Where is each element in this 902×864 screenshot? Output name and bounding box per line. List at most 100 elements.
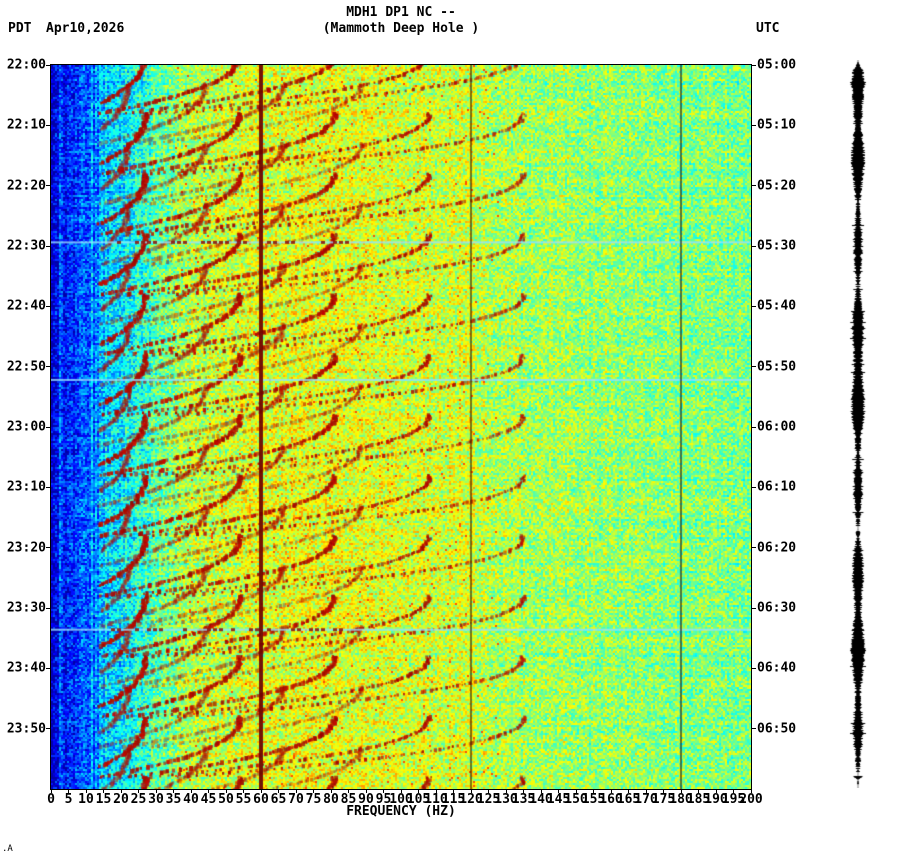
x-tick-label: 140: [529, 792, 553, 807]
x-tick-label: 35: [165, 792, 182, 807]
y-tick-label-pdt: 22:20: [6, 178, 46, 194]
y-tick-label-utc: 05:00: [757, 57, 797, 73]
y-tick-label-utc: 05:40: [757, 298, 797, 314]
x-tick-mark: [173, 789, 174, 793]
y-tick-mark-left: [46, 667, 51, 669]
x-tick-mark: [365, 789, 367, 793]
x-tick-label: 115: [441, 792, 466, 807]
y-tick-label-pdt: 22:40: [6, 298, 46, 314]
y-tick-label-pdt: 22:10: [6, 117, 46, 133]
x-tick-mark: [103, 789, 104, 793]
x-tick-mark: [155, 789, 157, 793]
x-tick-label: 15: [95, 792, 112, 807]
y-tick-label-pdt: 23:00: [6, 419, 46, 435]
left-timezone-label: PDT: [8, 21, 32, 36]
x-tick-label: 145: [546, 792, 571, 807]
x-tick-mark: [453, 789, 454, 793]
y-tick-mark-right: [751, 64, 756, 66]
x-tick-label: 20: [113, 792, 129, 807]
x-tick-mark: [680, 789, 682, 793]
y-tick-label-utc: 05:10: [757, 117, 797, 133]
figure-subtitle: (Mammoth Deep Hole ): [322, 21, 480, 36]
y-tick-mark-left: [46, 185, 51, 187]
y-tick-mark-left: [46, 245, 51, 247]
x-tick-label: 200: [739, 792, 763, 807]
x-tick-label: 130: [494, 792, 518, 807]
x-tick-label: 160: [599, 792, 623, 807]
x-tick-label: 10: [78, 792, 94, 807]
x-tick-label: 185: [686, 792, 711, 807]
x-tick-mark: [208, 789, 209, 793]
y-tick-label-pdt: 22:00: [6, 57, 46, 73]
spectrogram-canvas: [51, 65, 751, 789]
x-tick-mark: [278, 789, 279, 793]
y-tick-mark-left: [46, 547, 51, 549]
x-tick-label: 100: [389, 792, 413, 807]
x-tick-label: 75: [305, 792, 322, 807]
y-tick-mark-left: [46, 124, 51, 126]
y-tick-mark-right: [751, 547, 756, 549]
x-tick-mark: [383, 789, 384, 793]
x-tick-label: 150: [564, 792, 588, 807]
x-tick-mark: [575, 789, 577, 793]
y-tick-label-pdt: 23:30: [6, 600, 46, 616]
y-tick-mark-left: [46, 366, 51, 368]
x-tick-label: 55: [235, 792, 252, 807]
y-tick-mark-right: [751, 486, 756, 488]
x-tick-mark: [243, 789, 244, 793]
y-tick-label-utc: 05:50: [757, 359, 797, 375]
x-tick-mark: [85, 789, 87, 793]
x-tick-label: 180: [669, 792, 693, 807]
x-tick-mark: [138, 789, 139, 793]
x-tick-mark: [400, 789, 402, 793]
y-tick-label-utc: 06:10: [757, 479, 797, 495]
x-tick-label: 30: [148, 792, 164, 807]
y-tick-label-utc: 05:30: [757, 238, 797, 254]
y-tick-mark-right: [751, 305, 756, 307]
x-tick-label: 65: [270, 792, 287, 807]
x-tick-label: 165: [616, 792, 641, 807]
x-tick-mark: [505, 789, 507, 793]
x-tick-label: 195: [721, 792, 746, 807]
y-tick-mark-left: [46, 64, 51, 66]
x-tick-mark: [663, 789, 664, 793]
amplitude-trace-strip: [847, 60, 869, 788]
y-tick-label-utc: 06:40: [757, 660, 797, 676]
x-tick-mark: [540, 789, 542, 793]
y-tick-label-pdt: 22:50: [6, 359, 46, 375]
y-tick-mark-right: [751, 366, 756, 368]
x-tick-label: 60: [253, 792, 269, 807]
y-tick-label-utc: 06:50: [757, 721, 797, 737]
x-tick-mark: [610, 789, 612, 793]
x-tick-label: 80: [323, 792, 339, 807]
y-tick-label-utc: 06:20: [757, 540, 797, 556]
y-tick-label-pdt: 23:40: [6, 660, 46, 676]
x-tick-label: 105: [406, 792, 431, 807]
y-tick-label-pdt: 23:10: [6, 479, 46, 495]
x-tick-mark: [698, 789, 699, 793]
y-tick-label-pdt: 22:30: [6, 238, 46, 254]
x-tick-mark: [260, 789, 262, 793]
x-tick-label: 110: [424, 792, 448, 807]
footer-mark: .A: [2, 844, 13, 854]
y-tick-mark-left: [46, 426, 51, 428]
y-tick-label-pdt: 23:50: [6, 721, 46, 737]
y-tick-label-utc: 05:20: [757, 178, 797, 194]
x-tick-label: 125: [476, 792, 501, 807]
x-tick-mark: [120, 789, 122, 793]
x-tick-mark: [488, 789, 489, 793]
x-tick-mark: [418, 789, 419, 793]
x-tick-label: 5: [64, 792, 73, 807]
spectrogram-plot-area: [50, 64, 752, 790]
x-tick-label: 155: [581, 792, 606, 807]
figure-title: MDH1 DP1 NC --: [346, 5, 456, 20]
x-tick-mark: [50, 789, 52, 793]
date-label: Apr10,2026: [46, 21, 125, 36]
x-tick-mark: [313, 789, 314, 793]
y-tick-label-utc: 06:30: [757, 600, 797, 616]
x-tick-mark: [68, 789, 69, 793]
y-tick-mark-right: [751, 426, 756, 428]
x-tick-mark: [715, 789, 717, 793]
x-tick-mark: [470, 789, 472, 793]
y-tick-mark-right: [751, 245, 756, 247]
